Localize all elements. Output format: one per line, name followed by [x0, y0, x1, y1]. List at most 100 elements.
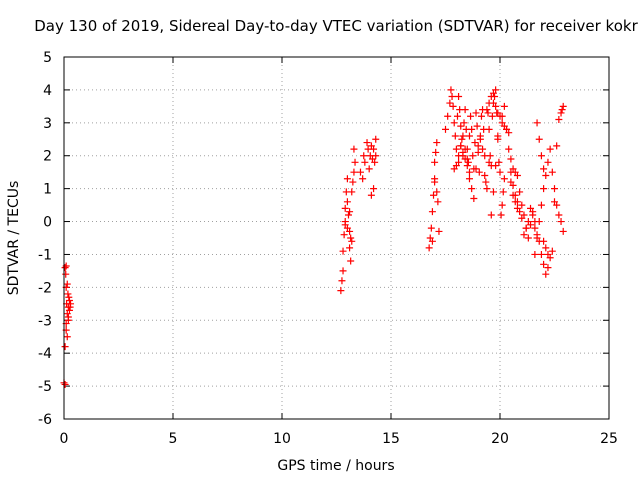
data-point — [500, 102, 508, 110]
x-tick-label: 15 — [382, 431, 400, 447]
data-point — [347, 234, 355, 242]
data-point — [367, 191, 375, 199]
data-point — [513, 204, 521, 212]
data-point — [507, 155, 515, 163]
data-point — [370, 145, 378, 153]
data-point — [346, 244, 354, 252]
data-point — [458, 135, 466, 143]
data-point — [484, 109, 492, 117]
y-tick-label: -6 — [38, 412, 52, 428]
data-point — [559, 227, 567, 235]
data-point — [505, 129, 513, 137]
data-point — [65, 306, 73, 314]
data-point — [65, 293, 73, 301]
data-point — [344, 211, 352, 219]
data-point — [531, 224, 539, 232]
data-point — [492, 102, 500, 110]
data-point — [447, 86, 455, 94]
data-point — [343, 175, 351, 183]
data-point — [527, 221, 535, 229]
data-point — [372, 152, 380, 160]
data-point — [442, 125, 449, 133]
data-point — [460, 119, 468, 127]
data-point — [457, 142, 465, 150]
data-point — [359, 175, 367, 183]
data-point — [455, 152, 463, 160]
data-point — [433, 139, 441, 147]
data-point — [476, 132, 484, 140]
data-point — [511, 198, 519, 206]
data-point — [431, 158, 439, 166]
data-point — [535, 218, 543, 226]
data-point — [63, 333, 71, 341]
data-point — [339, 267, 347, 275]
data-point — [341, 218, 349, 226]
data-point — [63, 280, 71, 288]
data-point — [468, 185, 476, 193]
data-point — [516, 188, 524, 196]
data-point — [557, 218, 565, 226]
data-point — [551, 198, 558, 206]
data-point — [505, 145, 513, 153]
data-point — [450, 119, 458, 127]
data-point — [62, 270, 70, 278]
data-point — [428, 237, 436, 245]
data-point — [452, 145, 460, 153]
x-tick-label: 0 — [60, 431, 69, 447]
data-point — [482, 178, 490, 186]
y-tick-label: 2 — [43, 149, 52, 165]
data-point — [522, 224, 530, 232]
data-point — [548, 247, 556, 255]
data-point — [540, 165, 548, 173]
data-point — [433, 188, 441, 196]
data-point — [470, 195, 478, 203]
data-point — [430, 191, 438, 199]
data-point — [524, 234, 532, 242]
y-tick-label: -4 — [38, 346, 52, 362]
x-axis-label: GPS time / hours — [277, 458, 394, 474]
y-tick-label: 1 — [43, 182, 52, 198]
data-point — [64, 290, 72, 298]
data-point — [427, 224, 435, 232]
data-point — [498, 201, 506, 209]
data-point — [337, 287, 345, 295]
data-point — [472, 109, 480, 117]
data-point — [518, 201, 526, 209]
data-point — [500, 175, 508, 183]
data-point — [435, 227, 443, 235]
data-point — [481, 171, 489, 179]
data-point — [464, 158, 472, 166]
data-point — [65, 297, 73, 305]
data-point — [553, 142, 561, 150]
data-point — [465, 168, 473, 176]
data-point — [347, 257, 355, 265]
data-point — [463, 162, 471, 170]
data-point — [546, 145, 554, 153]
data-point — [346, 208, 354, 216]
data-point — [533, 234, 541, 242]
data-point — [540, 237, 548, 245]
data-point — [461, 106, 469, 114]
data-point — [428, 208, 436, 216]
data-point — [544, 264, 552, 272]
data-point — [425, 244, 433, 252]
data-point — [537, 250, 545, 258]
data-point — [495, 158, 503, 166]
data-point — [67, 300, 75, 308]
data-point — [468, 125, 476, 133]
data-point — [551, 185, 558, 193]
data-point — [496, 112, 504, 120]
data-point — [537, 152, 545, 160]
data-point — [474, 142, 482, 150]
data-point — [61, 343, 69, 351]
data-point — [531, 250, 539, 258]
data-point — [453, 112, 461, 120]
data-point — [432, 148, 440, 156]
data-point — [340, 231, 348, 239]
data-point — [540, 260, 548, 268]
data-point — [465, 175, 473, 183]
data-point — [469, 152, 477, 160]
x-tick-label: 20 — [491, 431, 509, 447]
data-point — [431, 178, 439, 186]
data-point — [488, 112, 496, 120]
